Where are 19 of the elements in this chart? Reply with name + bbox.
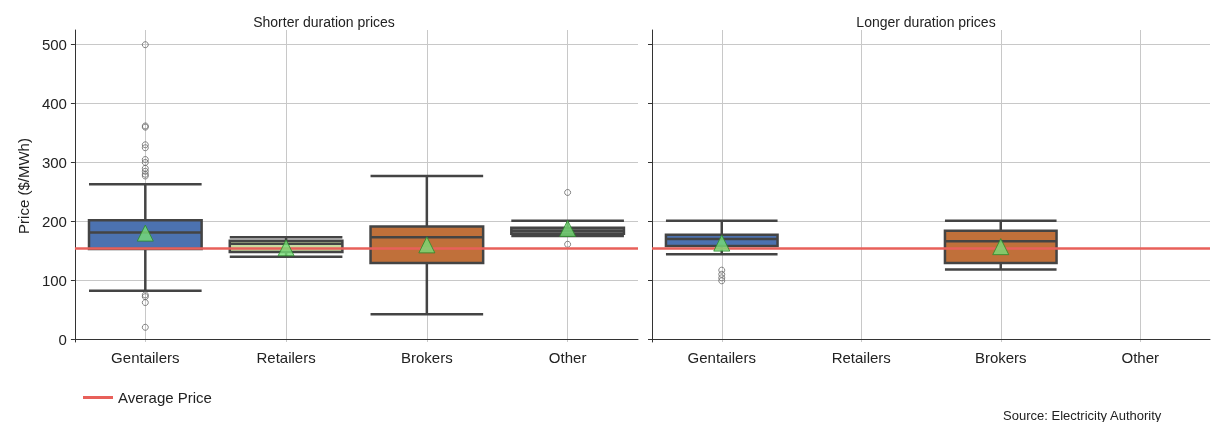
x-tick-label: Retailers [831,349,891,366]
y-tick-label: 400 [41,95,67,113]
x-tick-label: Gentailers [111,349,180,366]
y-tick-label: 0 [58,330,67,348]
x-tick-label: Retailers [256,349,316,366]
source-note: Source: Electricity Authority [1003,408,1162,423]
x-tick-label: Brokers [974,349,1027,366]
y-tick-label: 500 [41,36,67,54]
x-tick-label: Gentailers [687,349,756,366]
legend-label: Average Price [118,389,212,406]
y-tick-label: 300 [41,153,67,171]
x-tick-label: Brokers [401,349,453,366]
chart-title: Shorter duration prices [253,14,395,30]
y-tick-label: 200 [41,212,67,230]
x-tick-label: Other [548,349,587,366]
y-tick-label: 100 [41,271,67,289]
x-tick-label: Other [1121,349,1160,366]
chart-title: Longer duration prices [856,14,996,30]
y-axis-title: Price ($/MWh) [15,138,32,234]
